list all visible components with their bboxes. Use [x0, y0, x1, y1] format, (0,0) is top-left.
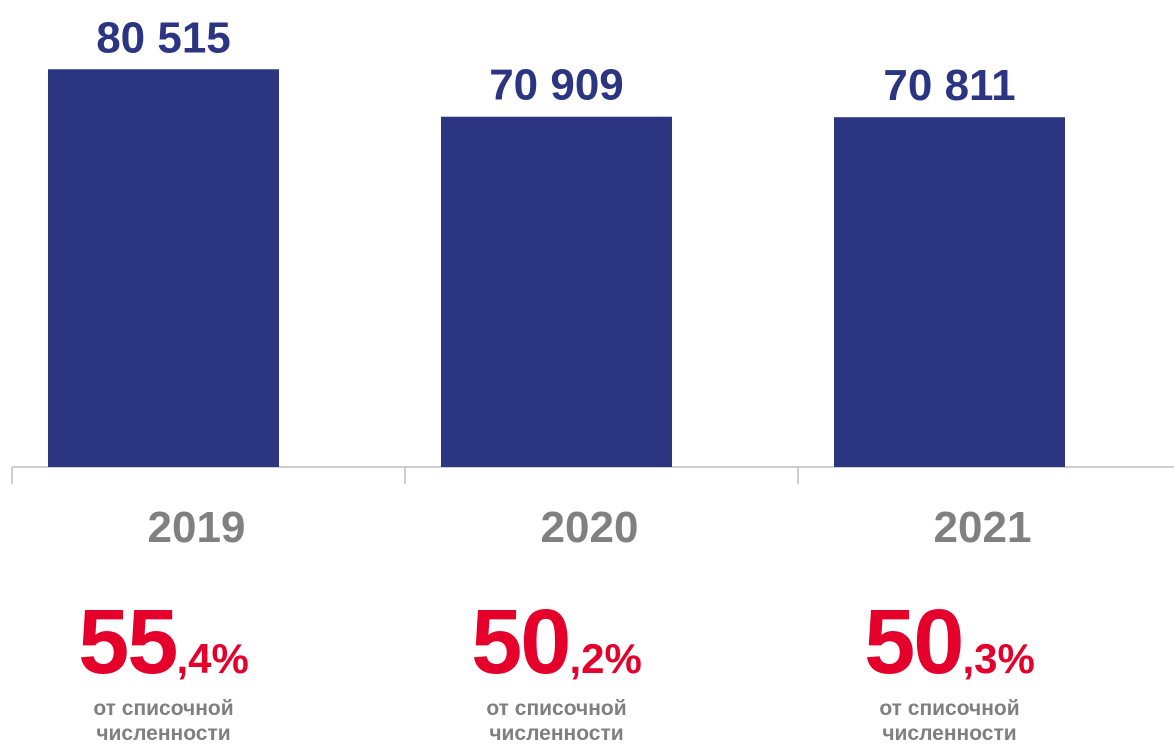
share-percent-integer: 50 [471, 591, 571, 693]
bar-2020 [441, 116, 672, 467]
data-label-2019: 80 515 [96, 13, 231, 62]
data-label-2021: 70 811 [883, 61, 1015, 110]
share-caption: от списочной численности [820, 696, 1080, 746]
share-caption-line1: от списочной [879, 697, 1020, 720]
x-tick-label-2020: 2020 [541, 503, 639, 552]
share-percent: 55,4% [34, 596, 294, 688]
data-label-2020: 70 909 [489, 61, 624, 110]
share-percent-integer: 55 [78, 591, 178, 693]
share-caption-line2: численности [882, 722, 1017, 746]
share-block-2020: 50,2% от списочной численности [427, 596, 687, 746]
share-percent-integer: 50 [864, 591, 964, 693]
share-percent: 50,2% [427, 596, 687, 688]
share-caption: от списочной численности [34, 696, 294, 746]
share-caption-line1: от списочной [486, 697, 627, 720]
bar-2019 [48, 69, 279, 467]
share-caption: от списочной численности [427, 696, 687, 746]
share-caption-line2: численности [96, 722, 231, 746]
share-percent: 50,3% [820, 596, 1080, 688]
bar-2021 [834, 117, 1065, 467]
share-caption-line1: от списочной [93, 697, 234, 720]
share-percent-decimal: ,3% [962, 635, 1035, 682]
share-caption-line2: численности [489, 722, 624, 746]
share-percent-decimal: ,2% [569, 635, 642, 682]
x-tick-label-2019: 2019 [148, 503, 246, 552]
share-block-2019: 55,4% от списочной численности [34, 596, 294, 746]
share-percent-decimal: ,4% [176, 635, 249, 682]
share-block-2021: 50,3% от списочной численности [820, 596, 1080, 746]
x-tick-label-2021: 2021 [934, 503, 1032, 552]
